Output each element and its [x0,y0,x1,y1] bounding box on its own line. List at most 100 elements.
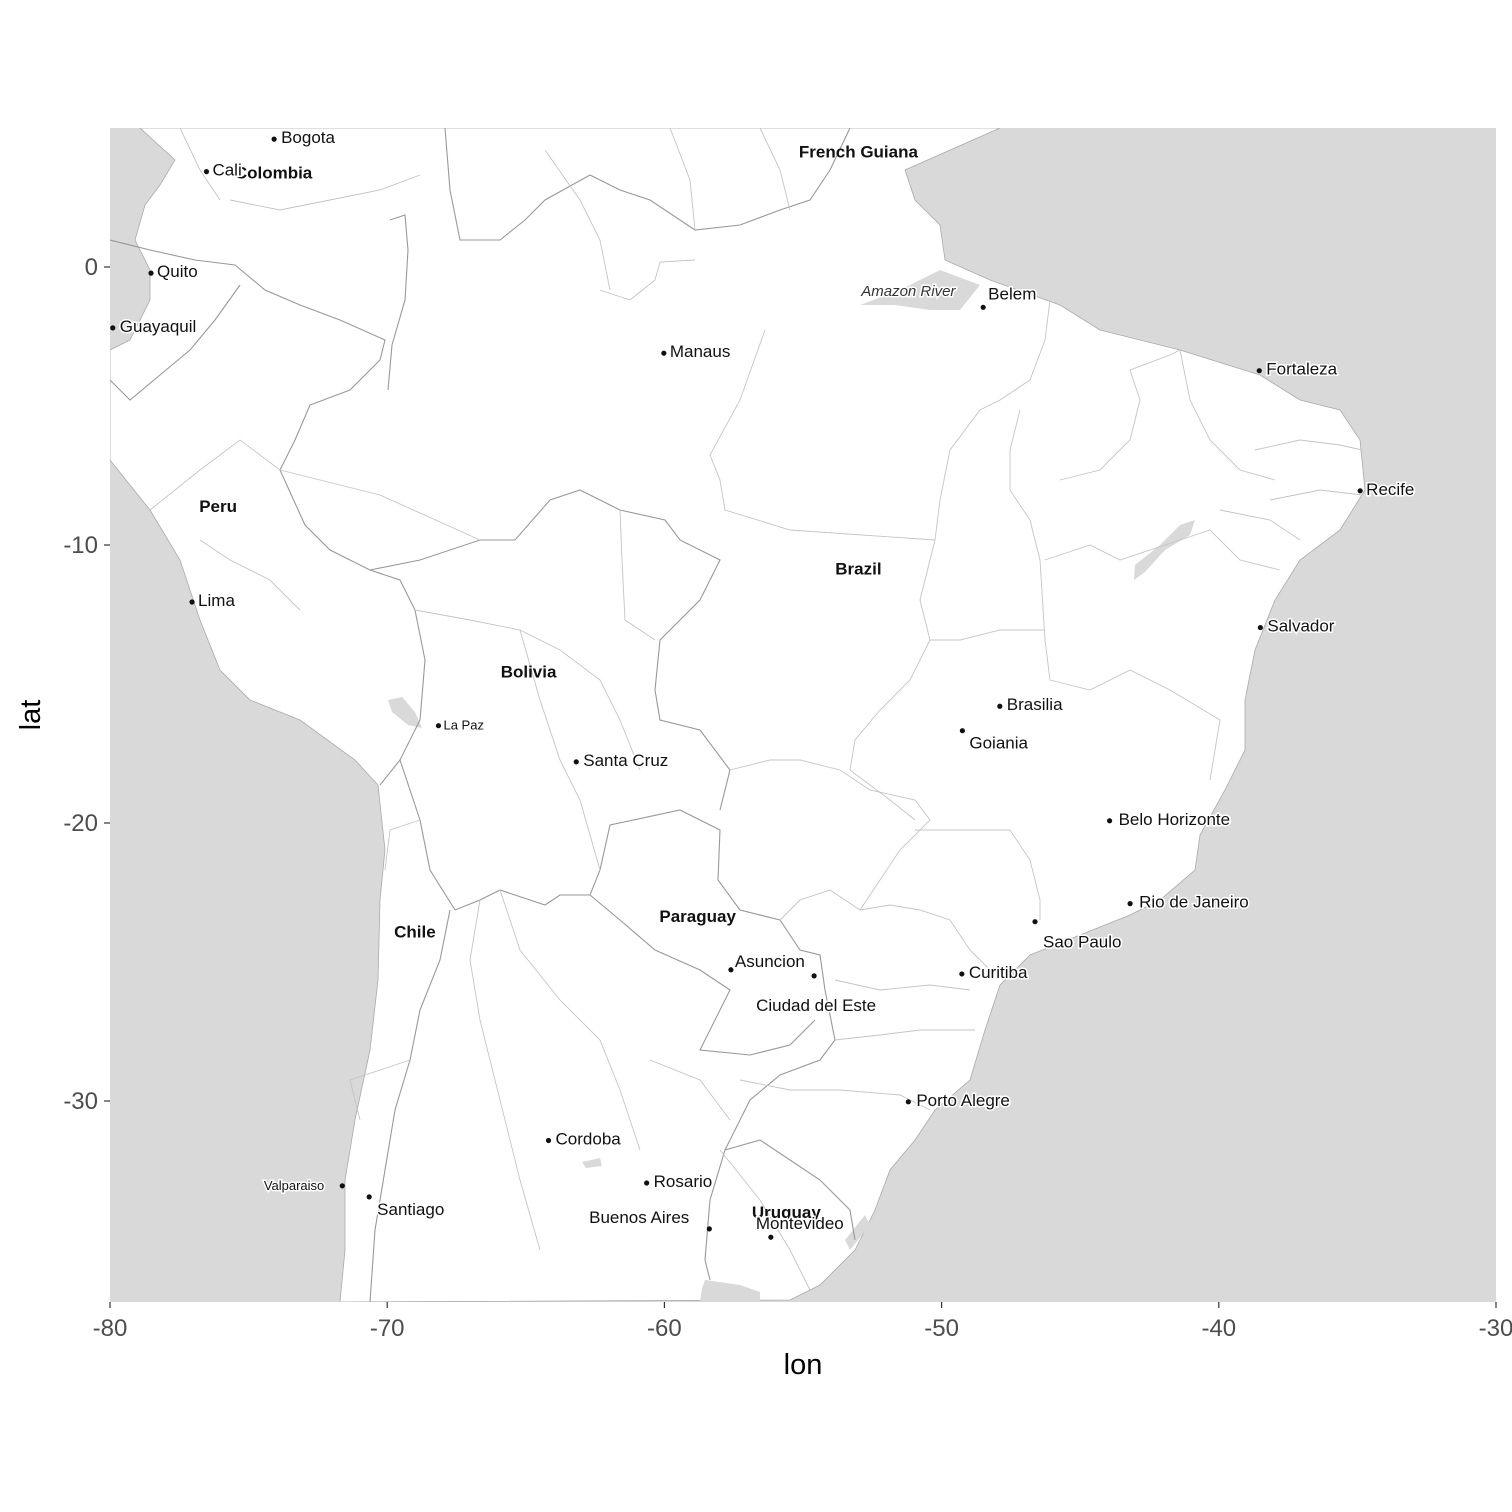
city-label: Belo Horizonte [1119,810,1231,829]
city-label: Brasilia [1007,695,1063,714]
mar-chiquita [582,1158,602,1168]
city-label: Rio de Janeiro [1139,893,1249,912]
city-label: Sao Paulo [1043,933,1121,952]
country-label: Chile [394,922,436,941]
x-tick-label: -60 [647,1315,682,1342]
city-label: Cordoba [556,1129,622,1148]
city-label: Goiania [969,734,1028,753]
rio-de-la-plata [700,1280,760,1302]
city-point [203,169,210,175]
city-label: La Paz [443,718,483,733]
city-label: Ciudad del Este [756,996,876,1015]
city-label: Buenos Aires [589,1208,689,1227]
city-point [959,971,965,977]
lake-sobradinho [1134,520,1195,580]
country-label: Colombia [235,163,313,182]
city-label: Manaus [670,342,730,361]
city-label: Salvador [1267,617,1334,636]
city-point [728,967,734,973]
city-point [1127,901,1133,907]
city-layer: Bogota Cali Quito Guayaquil Manaus Belem Forta… [110,128,1416,1240]
y-tick-label: -10 [63,532,98,559]
city-point [339,1183,345,1189]
city-point [110,325,116,331]
country-label: Bolivia [501,662,557,681]
city-label: Quito [157,262,198,281]
x-axis: -80 -70 -60 -50 -40 -30 [93,1302,1512,1342]
map-panel: Colombia French Guiana Peru Brazil Bolivia Ch… [110,128,1496,1302]
city-point [1032,919,1038,925]
city-point [271,136,277,142]
country-label: Uruguay [752,1203,822,1222]
city-point [1357,488,1363,494]
y-tick-label: -20 [63,810,98,837]
city-point [1257,624,1263,631]
border-paraguay-argentina [589,894,816,1056]
city-point [1256,368,1262,374]
y-axis: 0 -10 -20 -30 [63,254,110,1115]
city-label: Bogota [281,128,335,147]
city-label: Asuncion [735,952,805,971]
x-tick-label: -50 [924,1315,959,1342]
city-point [959,728,965,734]
water-labels: Amazon River [859,282,958,302]
lagoa-dos-patos [885,1165,915,1205]
x-tick-label: -80 [93,1315,128,1342]
border-colombia-venezuela-brazil [444,128,851,241]
city-point [768,1234,774,1240]
land-south-america [110,128,1366,1302]
border-ecuador-peru [110,284,241,401]
city-label: Lima [198,591,235,610]
city-label: Santiago [377,1200,444,1219]
city-point [706,1226,712,1232]
river-label: Amazon River [860,283,956,300]
x-tick-label: -40 [1201,1315,1236,1342]
border-colombia-brazil [387,214,409,391]
city-label: Belem [988,284,1036,303]
country-label: French Guiana [799,143,919,162]
lagoa-mirim [845,1215,870,1250]
x-axis-title: lon [784,1349,823,1381]
city-label: Porto Alegre [916,1091,1010,1110]
city-point [661,350,667,356]
city-label: Fortaleza [1266,360,1337,379]
city-point [1106,818,1113,824]
city-label: Santa Cruz [583,751,668,770]
city-point [545,1137,552,1144]
city-point [435,723,442,729]
border-ecuador-colombia-peru [110,239,426,786]
city-label: Guayaquil [120,317,197,336]
amazon-delta [860,270,980,310]
city-label: Valparaiso [264,1178,324,1193]
city-point [573,759,579,765]
city-point [811,973,817,979]
city-point [148,270,154,276]
country-label: Peru [199,497,237,516]
y-tick-label: -30 [63,1088,98,1115]
border-bolivia-paraguay-argentina [399,759,836,1281]
y-tick-label: 0 [85,254,98,281]
state-borders [149,128,1363,1291]
city-label: Recife [1366,480,1414,499]
city-point [366,1194,372,1200]
city-point [905,1099,911,1105]
border-uruguay [724,1139,856,1241]
border-peru-brazil-bolivia [369,489,731,811]
city-point [997,703,1003,709]
city-point [644,1180,650,1186]
x-tick-label: -30 [1479,1315,1512,1342]
city-point [980,304,986,310]
y-axis-title: lat [15,700,47,731]
city-label: Curitiba [969,963,1028,982]
city-label: Rosario [654,1172,713,1191]
city-point [189,599,195,605]
lake-titicaca [388,697,422,728]
country-label: Paraguay [659,907,736,926]
country-label: Brazil [835,560,881,579]
x-tick-label: -70 [370,1315,405,1342]
border-chile-argentina [369,909,451,1302]
country-labels: Colombia French Guiana Peru Brazil Bolivia Ch… [199,143,918,1223]
city-label: Montevideo [756,1214,844,1233]
city-label: Cali [212,161,241,180]
